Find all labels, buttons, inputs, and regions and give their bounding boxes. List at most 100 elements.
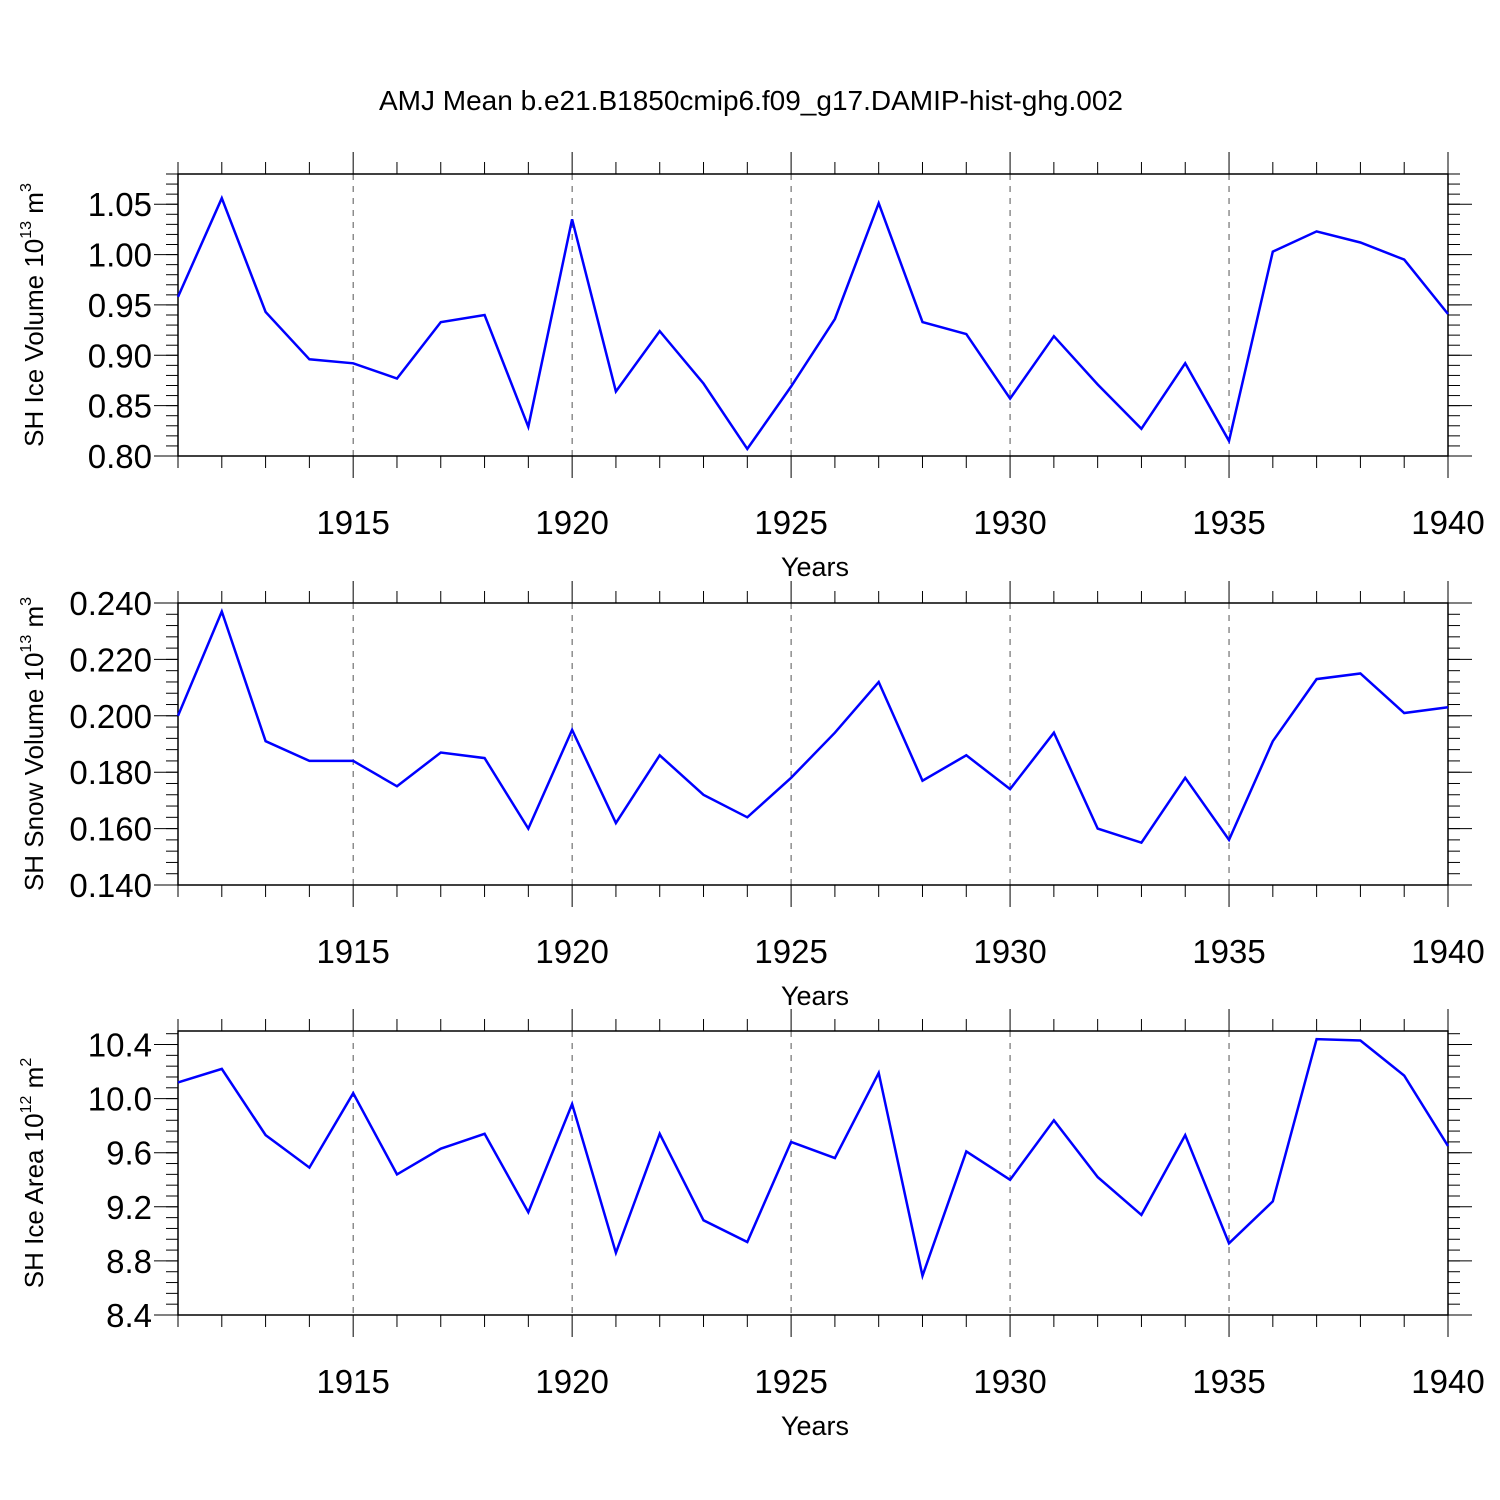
snow-volume-data-point [1315, 677, 1319, 681]
snow-volume-x-axis-label: Years [781, 981, 849, 1011]
ice-area-y-axis-label: SH Ice Area 1012 m2 [18, 1058, 49, 1289]
snow-volume-y-tick-label: 0.240 [69, 585, 152, 622]
ice-area-data-point [1227, 1241, 1231, 1245]
ice-area-x-tick-label: 1930 [973, 1363, 1046, 1400]
ice-area-x-tick-label: 1925 [754, 1363, 827, 1400]
ice-volume-data-point [307, 357, 311, 361]
ice-area-data-point [1271, 1199, 1275, 1203]
snow-volume-data-point [1271, 739, 1275, 743]
snow-volume-data-point [745, 815, 749, 819]
ice-volume-data-point [702, 381, 706, 385]
snow-volume-y-tick-label: 0.220 [69, 641, 152, 678]
ice-volume-data-point [1008, 397, 1012, 401]
ice-volume-x-tick-label: 1940 [1411, 504, 1484, 541]
ice-area-y-tick-label: 9.6 [106, 1135, 152, 1172]
ice-area-data-point [1052, 1118, 1056, 1122]
snow-volume-data-point [439, 750, 443, 754]
ice-volume-x-tick-label: 1915 [316, 504, 389, 541]
ice-area-data-point [745, 1240, 749, 1244]
ice-area-plot-frame [177, 1030, 1449, 1316]
ice-area-data-point [570, 1102, 574, 1106]
ice-volume-y-tick-label: 1.00 [88, 237, 152, 274]
ice-volume-y-tick-label: 1.05 [88, 186, 152, 223]
ice-volume-data-point [1315, 229, 1319, 233]
snow-volume-data-point [1139, 841, 1143, 845]
snow-volume-data-point [877, 680, 881, 684]
ice-area-y-tick-label: 10.4 [88, 1027, 152, 1064]
ice-volume-x-tick-label: 1930 [973, 504, 1046, 541]
ice-area-data-point [264, 1133, 268, 1137]
ice-area-data-point [702, 1218, 706, 1222]
snow-volume-data-point [614, 821, 618, 825]
ice-area-data-point [176, 1080, 180, 1084]
ice-volume-data-point [789, 385, 793, 389]
ice-volume-data-point [1052, 334, 1056, 338]
ice-volume-y-tick-label: 0.80 [88, 438, 152, 475]
snow-volume-data-point [1227, 838, 1231, 842]
snow-volume-plot-frame [177, 602, 1449, 886]
ice-area-x-axis-label: Years [781, 1411, 849, 1441]
ice-volume-data-point [351, 361, 355, 365]
ice-volume-data-point [1271, 250, 1275, 254]
snow-volume-data-point [351, 759, 355, 763]
ice-area-data-point [614, 1251, 618, 1255]
ice-area-data-point [964, 1149, 968, 1153]
snow-volume-data-point [964, 753, 968, 757]
ice-volume-data-point [264, 310, 268, 314]
ice-volume-y-tick-label: 0.90 [88, 337, 152, 374]
snow-volume-x-tick-label: 1915 [316, 933, 389, 970]
ice-area-data-point [833, 1156, 837, 1160]
ice-area-data-point [789, 1140, 793, 1144]
snow-volume-y-tick-label: 0.140 [69, 867, 152, 904]
snow-volume-data-point [307, 759, 311, 763]
ice-volume-data-point [1227, 439, 1231, 443]
ice-volume-data-point [1096, 382, 1100, 386]
panel-ice-area: 8.4 8.8 9.2 9.6 10.0 10.4 1915 1920 1925 1930 1935… [18, 1009, 1485, 1441]
snow-volume-data-point [395, 784, 399, 788]
ice-area-data-point [1183, 1133, 1187, 1137]
ice-area-data-point [1358, 1038, 1362, 1042]
ice-volume-data-point [570, 217, 574, 221]
snow-volume-data-point [833, 731, 837, 735]
ice-volume-data-point [745, 447, 749, 451]
snow-volume-y-tick-label: 0.180 [69, 754, 152, 791]
snow-volume-data-point [920, 779, 924, 783]
ice-area-y-tick-label: 9.2 [106, 1189, 152, 1226]
ice-area-data-point [1008, 1178, 1012, 1182]
ice-volume-data-point [526, 425, 530, 429]
ice-area-data-point [483, 1132, 487, 1136]
ice-area-series-line [177, 1037, 1450, 1281]
ice-volume-data-point [614, 390, 618, 394]
ice-area-data-point [1139, 1213, 1143, 1217]
ice-area-x-tick-label: 1915 [316, 1363, 389, 1400]
snow-volume-data-point [570, 728, 574, 732]
ice-volume-data-point [964, 332, 968, 336]
snow-volume-y-tick-label: 0.200 [69, 698, 152, 735]
snow-volume-data-point [176, 714, 180, 718]
ice-area-data-point [395, 1172, 399, 1176]
ice-volume-data-point [1402, 258, 1406, 262]
ice-area-data-point [658, 1132, 662, 1136]
ice-volume-data-point [1446, 312, 1450, 316]
ice-area-y-tick-label: 8.4 [106, 1297, 152, 1334]
snow-volume-x-tick-label: 1930 [973, 933, 1046, 970]
ice-volume-y-tick-label: 0.85 [88, 388, 152, 425]
snow-volume-data-point [1052, 731, 1056, 735]
ice-volume-data-point [1183, 361, 1187, 365]
snow-volume-data-point [658, 753, 662, 757]
snow-volume-x-tick-label: 1935 [1192, 933, 1265, 970]
ice-area-data-point [526, 1210, 530, 1214]
ice-volume-data-point [1139, 427, 1143, 431]
ice-area-x-tick-label: 1940 [1411, 1363, 1484, 1400]
snow-volume-data-point [1358, 672, 1362, 676]
ice-area-data-point [1096, 1175, 1100, 1179]
ice-area-data-point [1446, 1144, 1450, 1148]
ice-area-data-point [307, 1166, 311, 1170]
ice-volume-x-axis-label: Years [781, 552, 849, 582]
panel-snow-volume: 0.140 0.160 0.180 0.200 0.220 0.240 1915 1920 19… [18, 581, 1485, 1011]
ice-area-x-tick-label: 1920 [535, 1363, 608, 1400]
ice-area-data-point [220, 1067, 224, 1071]
ice-volume-y-axis-label: SH Ice Volume 1013 m3 [18, 183, 49, 447]
ice-volume-series-line [176, 194, 1449, 452]
ice-area-data-point [877, 1071, 881, 1075]
